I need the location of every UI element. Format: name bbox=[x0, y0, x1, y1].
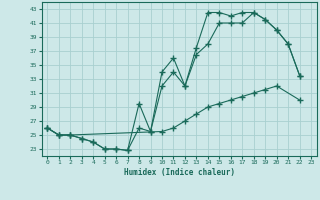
X-axis label: Humidex (Indice chaleur): Humidex (Indice chaleur) bbox=[124, 168, 235, 177]
